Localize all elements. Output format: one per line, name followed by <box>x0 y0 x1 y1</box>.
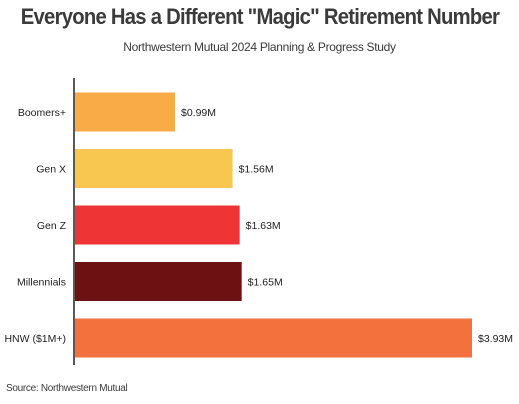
category-label-gen-z: Gen Z <box>37 220 67 232</box>
data-label-gen-x: $1.56M <box>239 164 274 176</box>
data-label-gen-z: $1.63M <box>246 220 281 232</box>
bar-millennials <box>75 262 242 301</box>
category-label-gen-x: Gen X <box>36 164 66 176</box>
bars-group: Boomers+ $0.99M Gen X $1.56M Gen Z $1.63M Mill… <box>4 92 513 358</box>
bar-gen-z <box>75 205 240 245</box>
data-label-boomers: $0.99M <box>181 107 216 119</box>
category-label-hnw-1m: HNW ($1M+) <box>4 333 66 345</box>
data-label-hnw-1m: $3.93M <box>478 333 513 345</box>
chart-subtitle: Northwestern Mutual 2024 Planning & Prog… <box>123 40 396 54</box>
category-label-millennials: Millennials <box>17 277 66 289</box>
data-label-millennials: $1.65M <box>248 277 283 289</box>
bar-hnw-1m <box>75 318 472 358</box>
category-label-boomers: Boomers+ <box>18 107 66 119</box>
source-note: Source: Northwestern Mutual <box>6 383 128 394</box>
bar-boomers <box>75 92 176 132</box>
chart-title: Everyone Has a Different "Magic" Retirem… <box>20 4 500 29</box>
bar-gen-x <box>75 149 233 188</box>
